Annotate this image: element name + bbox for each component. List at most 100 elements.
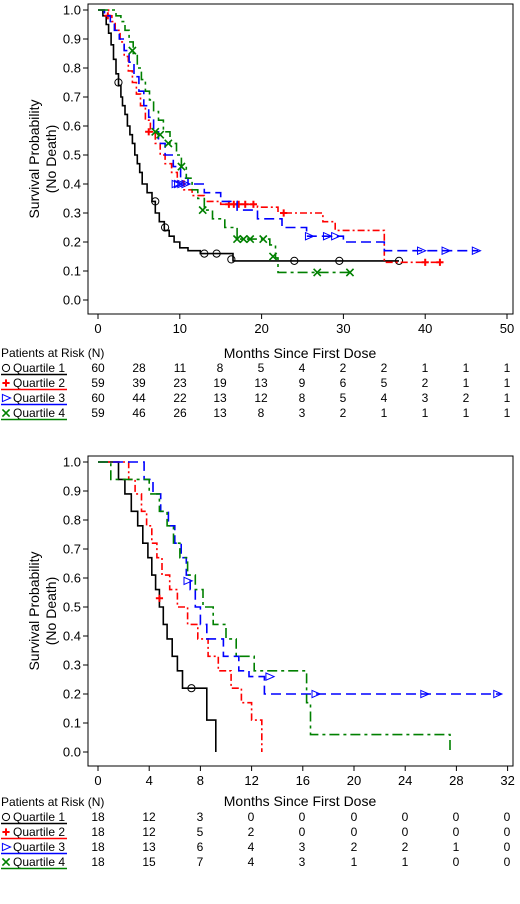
risk-count: 0 xyxy=(402,810,409,824)
censor-marker xyxy=(241,200,249,208)
risk-count: 6 xyxy=(197,840,204,854)
legend-marker xyxy=(1,393,12,403)
risk-count: 1 xyxy=(504,376,511,390)
x-axis-label: Months Since First Dose xyxy=(224,345,377,361)
series-line-quartile-3 xyxy=(98,461,502,695)
x-tick-label: 20 xyxy=(347,773,361,788)
censor-marker xyxy=(235,200,243,208)
risk-count: 2 xyxy=(381,361,388,375)
censor-marker xyxy=(471,246,482,256)
risk-count: 12 xyxy=(142,810,156,824)
y-tick-label: 0.9 xyxy=(63,32,81,47)
y-tick-label: 0.1 xyxy=(63,716,81,731)
risk-count: 28 xyxy=(132,361,146,375)
risk-count: 13 xyxy=(213,391,227,405)
risk-count: 18 xyxy=(91,840,105,854)
x-tick-label: 28 xyxy=(449,773,463,788)
risk-count: 46 xyxy=(132,406,146,420)
y-axis-label: Survival Probability xyxy=(26,551,42,670)
censor-marker xyxy=(280,209,288,217)
risk-count: 0 xyxy=(453,855,460,869)
y-tick-label: 0.3 xyxy=(63,206,81,221)
legend-label: Quartile 1 xyxy=(13,810,65,824)
y-axis-label: Survival Probability xyxy=(26,99,42,218)
risk-count: 2 xyxy=(463,391,470,405)
legend-label: Quartile 2 xyxy=(13,825,65,839)
risk-count: 0 xyxy=(351,825,358,839)
risk-count: 1 xyxy=(381,406,388,420)
risk-count: 19 xyxy=(213,376,227,390)
risk-count: 5 xyxy=(197,825,204,839)
risk-count: 3 xyxy=(197,810,204,824)
risk-count: 1 xyxy=(463,361,470,375)
risk-count: 2 xyxy=(340,361,347,375)
y-tick-label: 0.8 xyxy=(63,61,81,76)
censor-marker xyxy=(151,197,160,206)
risk-count: 8 xyxy=(299,391,306,405)
risk-count: 1 xyxy=(504,391,511,405)
risk-count: 1 xyxy=(463,376,470,390)
x-tick-label: 12 xyxy=(244,773,258,788)
legend-marker xyxy=(1,363,11,373)
risk-count: 2 xyxy=(422,376,429,390)
risk-count: 4 xyxy=(381,391,388,405)
risk-count: 15 xyxy=(142,855,156,869)
y-tick-label: 0.6 xyxy=(63,571,81,586)
x-tick-label: 16 xyxy=(296,773,310,788)
censor-marker xyxy=(145,128,153,136)
legend-marker xyxy=(2,379,10,387)
censor-marker xyxy=(417,246,427,256)
y-tick-label: 0.5 xyxy=(63,148,81,163)
chart-1: 0.0 0.1 0.2 0.3 0.4 0.5 0.6 0.7 0.8 0.9 1.0 0 10 20 30… xyxy=(1,3,514,421)
censor-marker xyxy=(227,255,236,264)
risk-count: 12 xyxy=(142,825,156,839)
risk-count: 1 xyxy=(422,406,429,420)
plot-frame xyxy=(87,3,514,315)
x-tick-label: 8 xyxy=(197,773,204,788)
censor-marker xyxy=(198,205,207,215)
censor-marker xyxy=(239,234,248,244)
risk-count: 2 xyxy=(402,840,409,854)
x-tick-label: 50 xyxy=(500,321,514,336)
risk-count: 3 xyxy=(299,855,306,869)
censor-marker xyxy=(290,256,299,265)
legend-label: Quartile 3 xyxy=(13,391,65,405)
legend-marker xyxy=(2,828,10,836)
risk-count: 5 xyxy=(340,391,347,405)
risk-count: 6 xyxy=(340,376,347,390)
censor-marker xyxy=(114,78,123,87)
risk-count: 44 xyxy=(132,391,146,405)
series-line-quartile-1 xyxy=(98,461,217,752)
censor-marker xyxy=(493,689,504,699)
censor-marker xyxy=(268,252,278,261)
risk-count: 1 xyxy=(422,361,429,375)
chart-2: 0.00.10.20.30.40.50.60.70.80.91.00 4 8 12 16… xyxy=(1,455,515,870)
risk-count: 2 xyxy=(340,406,347,420)
censor-marker xyxy=(128,46,137,55)
risk-count: 13 xyxy=(213,406,227,420)
legend-label: Quartile 4 xyxy=(13,855,65,869)
y-tick-label: 0.1 xyxy=(63,264,81,279)
legend-marker xyxy=(1,408,11,418)
risk-count: 0 xyxy=(402,825,409,839)
legend-label: Quartile 4 xyxy=(13,406,65,420)
censor-marker xyxy=(421,258,429,266)
legend-marker xyxy=(1,857,11,867)
censor-marker xyxy=(313,268,322,277)
series-line-quartile-3 xyxy=(98,9,479,252)
censor-marker xyxy=(265,672,276,681)
risk-count: 3 xyxy=(299,406,306,420)
censor-marker xyxy=(394,256,404,265)
y-tick-label: 1.0 xyxy=(63,3,81,18)
y-axis-label: (No Death) xyxy=(43,577,59,645)
risk-count: 13 xyxy=(142,840,156,854)
x-tick-label: 20 xyxy=(254,321,268,336)
x-tick-label: 24 xyxy=(398,773,412,788)
censor-marker xyxy=(304,231,315,241)
y-tick-label: 0.2 xyxy=(63,235,81,250)
risk-count: 13 xyxy=(254,376,268,390)
censor-marker xyxy=(164,139,173,148)
censor-marker xyxy=(151,127,160,136)
series-line-quartile-4 xyxy=(98,9,352,274)
legend-label: Quartile 3 xyxy=(13,840,65,854)
